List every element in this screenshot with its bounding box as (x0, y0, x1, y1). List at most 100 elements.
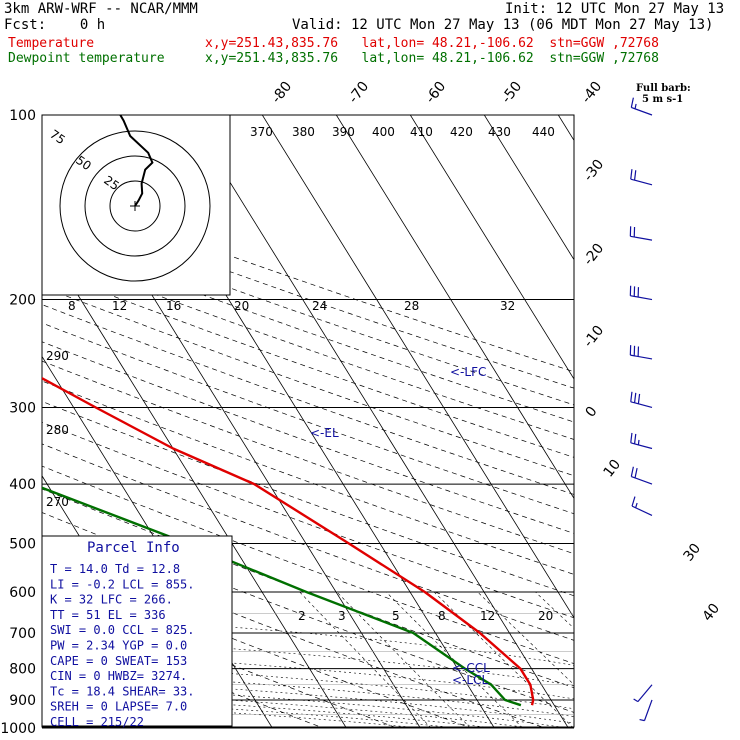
dry-adiabat (42, 561, 470, 727)
isotherm (261, 115, 574, 619)
parcel-info-row: PW = 2.34 YGP = 0.0 (50, 639, 187, 653)
wind-barb (629, 285, 653, 301)
level-annotation: <-LCL (452, 673, 488, 687)
wind-barb-shaft (630, 178, 653, 186)
isotherm-label: 0 (583, 404, 601, 421)
isotherm (187, 115, 569, 727)
temperature-legend: Temperature (8, 36, 95, 51)
parcel-info-row: TT = 51 EL = 336 (50, 608, 166, 622)
pressure-tick-label: 500 (9, 536, 36, 552)
pressure-tick-label: 100 (9, 108, 36, 124)
hodo-scale-label: 32 (500, 299, 515, 313)
dewpoint-station-info: x,y=251.43,835.76 lat,lon= 48.21,-106.62… (205, 51, 659, 66)
parcel-info-row: CELL = 215/22 (50, 715, 144, 729)
wind-barb (630, 466, 653, 485)
pressure-tick-label: 800 (9, 662, 36, 678)
isotherm (557, 115, 574, 142)
isotherm (483, 115, 574, 261)
model-title: 3km ARW-WRF -- NCAR/MMM (4, 1, 198, 17)
level-annotation: <-EL (310, 426, 339, 440)
isotherm-label: 30 (681, 541, 705, 565)
theta-label: 370 (250, 125, 273, 139)
wind-barb-shaft (637, 684, 653, 702)
wind-barb-shaft (630, 442, 653, 450)
isotherm-label: -80 (269, 79, 296, 107)
hodo-scale-label: 16 (166, 299, 181, 313)
parcel-info-row: K = 32 LFC = 266. (50, 593, 173, 607)
wind-barb-flag (635, 502, 638, 508)
dry-adiabat (42, 268, 574, 458)
theta-label: 390 (332, 125, 355, 139)
isotherm (409, 115, 574, 380)
isotherm-label: 10 (601, 457, 625, 481)
parcel-info-row: SREH = 0 LAPSE= 7.0 (50, 700, 187, 714)
level-annotation: <-CCL (452, 661, 490, 675)
wind-barb (633, 684, 653, 703)
wind-barb-shaft (630, 295, 653, 301)
theta-label: 430 (488, 125, 511, 139)
wind-barb (629, 345, 653, 360)
hodograph-ring (84, 155, 186, 257)
mixing-ratio-line (336, 591, 470, 727)
pressure-tick-label: 400 (9, 477, 36, 493)
parcel-info-box (41, 535, 233, 727)
wind-barb-flag (630, 432, 633, 443)
hodograph-trace-group (119, 115, 154, 207)
theta-label: 420 (450, 125, 473, 139)
wind-barb-flag (633, 170, 637, 181)
dry-adiabat (42, 512, 574, 713)
wind-barbs (629, 97, 653, 722)
temperature-profile (42, 376, 535, 706)
isotherm-label: -10 (581, 323, 608, 351)
mixing-ratio-label: 12 (480, 609, 495, 623)
wind-barb-shaft (631, 106, 653, 116)
isotherm-label: -60 (423, 79, 450, 107)
mixing-ratio-line (535, 591, 574, 629)
theta-left-label: 280 (46, 423, 69, 437)
wind-barb (629, 226, 653, 241)
isotherm-label: 40 (700, 601, 724, 625)
wind-barb-flag (630, 169, 633, 180)
wind-barb-flag (633, 698, 639, 703)
wind-barb-flag (634, 467, 638, 479)
parcel-info-panel: Parcel Info T = 14.0 Td = 12.8LI = -0.2 L… (41, 535, 233, 729)
theta-left-label: 270 (46, 495, 69, 509)
wind-barb-shaft (630, 354, 653, 360)
theta-left-label: 290 (46, 349, 69, 363)
pressure-tick-label: 900 (9, 693, 36, 709)
mixing-ratio-label: 5 (392, 609, 400, 623)
wind-barb-flag (633, 392, 637, 403)
isotherm (335, 115, 574, 500)
moist-adiabat (42, 668, 574, 717)
barb-legend-line1: Full barb: (636, 83, 691, 94)
mixing-ratio-label: 20 (538, 609, 553, 623)
isotherm-label: -30 (581, 157, 608, 185)
init-time: Init: 12 UTC Mon 27 May 13 (505, 1, 725, 17)
dry-adiabat (42, 322, 574, 515)
wind-barb-flag (630, 391, 633, 402)
isotherm-label: -70 (346, 79, 373, 107)
profile-lines (42, 376, 535, 707)
wind-barb-shaft (631, 475, 653, 485)
theta-label: 440 (532, 125, 555, 139)
forecast-hour: Fcst: 0 h (4, 17, 106, 33)
dry-adiabat (42, 400, 574, 597)
parcel-info-title: Parcel Info (87, 540, 180, 556)
valid-time: Valid: 12 UTC Mon 27 May 13 (06 MDT Mon … (292, 17, 714, 33)
isotherm-label: -40 (579, 79, 606, 107)
level-annotation: <-LFC (450, 365, 486, 379)
wind-barb (631, 496, 653, 516)
wind-barb-flag (630, 466, 634, 477)
wind-barb (630, 391, 653, 409)
mixing-ratio-label: 3 (338, 609, 346, 623)
temperature-station-info: x,y=251.43,835.76 lat,lon= 48.21,-106.62… (205, 36, 659, 51)
wind-barb (630, 169, 653, 186)
level-annotations: <-LFC <-EL <-CCL<-LCL (310, 365, 490, 687)
parcel-info-row: Tc = 18.4 SHEAR= 33. (50, 684, 195, 698)
wind-barb (639, 699, 653, 722)
hodograph-ring (59, 130, 211, 282)
wind-barb-flag (639, 719, 645, 722)
theta-label: 380 (292, 125, 315, 139)
wind-barb-flag (630, 97, 634, 108)
